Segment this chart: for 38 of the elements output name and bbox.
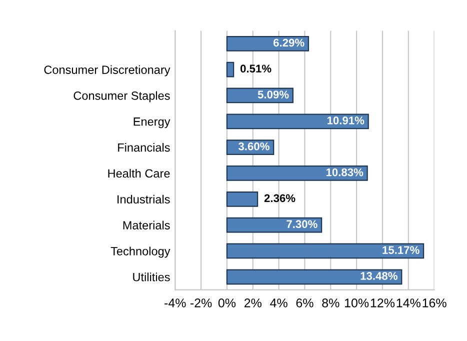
x-tick-label: -2%	[190, 298, 212, 308]
x-tick-label: 6%	[296, 298, 314, 308]
data-label: 3.60%	[238, 142, 270, 150]
x-tick-label: 12%	[370, 298, 395, 308]
y-tick-label: Consumer Staples	[74, 91, 170, 102]
y-tick-label: Technology	[110, 246, 170, 258]
y-tick-label: Industrials	[118, 194, 170, 204]
y-tick-label: Health Care	[108, 168, 170, 178]
x-tick-label: 2%	[244, 298, 262, 308]
x-tick-label: 8%	[322, 298, 340, 308]
y-tick-label: Materials	[123, 220, 170, 230]
bar	[226, 269, 402, 285]
y-tick-label: Consumer Discretionary	[44, 65, 170, 76]
bar	[226, 191, 258, 207]
y-tick-label: Energy	[134, 118, 170, 128]
bar	[226, 243, 424, 259]
bar	[226, 166, 368, 181]
data-label: 13.48%	[360, 272, 398, 280]
x-tick-label: 4%	[270, 298, 288, 308]
data-label: 10.91%	[327, 116, 364, 124]
data-label: 6.29%	[273, 38, 304, 47]
data-label: 7.30%	[286, 220, 318, 228]
bar	[226, 217, 322, 233]
data-label: 5.09%	[258, 90, 289, 98]
x-tick-label: 0%	[218, 298, 236, 308]
x-tick-label: 14%	[396, 298, 420, 308]
data-label: 15.17%	[382, 246, 420, 254]
data-label: 0.51%	[240, 64, 272, 73]
bar	[226, 62, 234, 78]
bar	[226, 114, 369, 130]
bar	[226, 36, 310, 52]
y-tick-label: Financials	[118, 143, 170, 152]
y-tick-label: Utilities	[133, 272, 170, 282]
data-label: 2.36%	[264, 194, 296, 202]
x-tick-label: 10%	[345, 298, 369, 308]
x-tick-label: -4%	[164, 298, 186, 308]
data-label: 10.83%	[326, 168, 364, 176]
x-tick-label: 16%	[422, 298, 446, 308]
